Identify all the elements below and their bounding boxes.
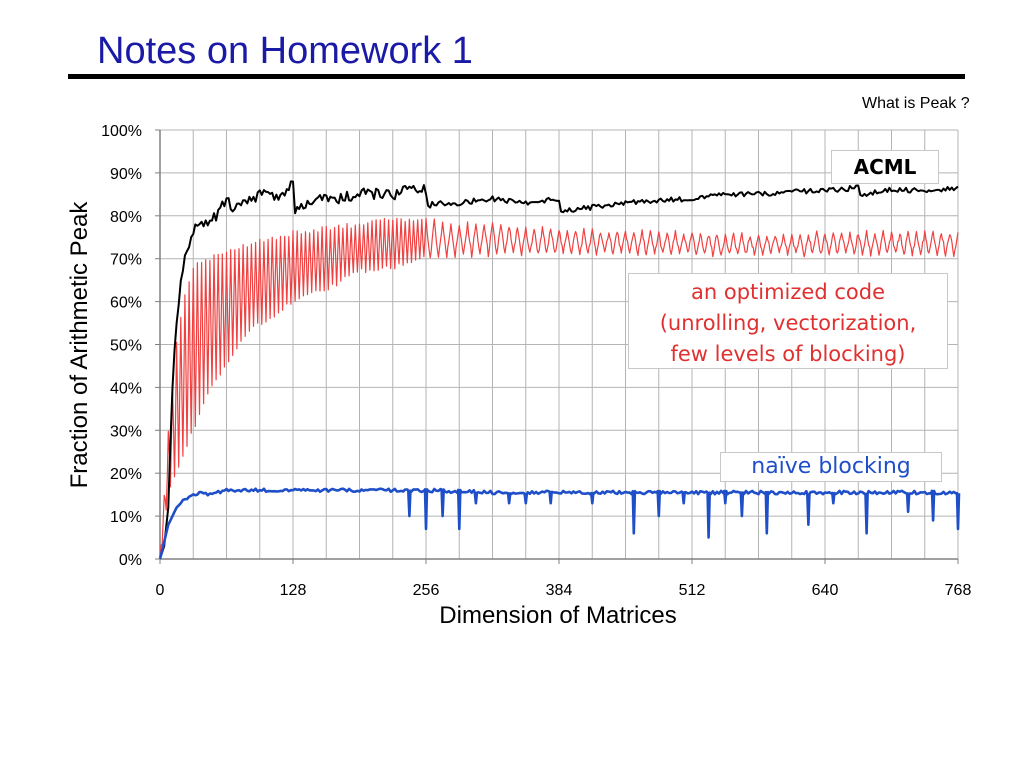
title-rule <box>68 74 965 79</box>
slide-title: Notes on Homework 1 <box>97 30 473 72</box>
x-axis-label: Dimension of Matrices <box>439 602 676 629</box>
series-naive-blocking-line <box>158 487 961 560</box>
series-acml-line <box>159 180 959 560</box>
y-tick-label: 90% <box>110 166 142 183</box>
y-tick-label: 0% <box>119 552 142 569</box>
y-tick-label: 10% <box>110 509 142 526</box>
y-tick-label: 40% <box>110 380 142 397</box>
y-tick-label: 50% <box>110 338 142 355</box>
optimized-callout-line-1: an optimized code <box>691 280 885 304</box>
chart-series <box>158 180 961 560</box>
optimized-callout-line-3: few levels of blocking) <box>670 342 906 366</box>
y-tick-label: 30% <box>110 423 142 440</box>
optimized-code-callout: an optimized code (unrolling, vectorizat… <box>628 273 948 369</box>
chart-ticks: 0% 10% 20% 30% 40% 50% 60% 70% 80% 90% 100% 0 128 256… <box>101 123 971 599</box>
x-tick-label: 640 <box>812 582 839 599</box>
x-tick-label: 0 <box>156 582 165 599</box>
x-tick-label: 384 <box>546 582 573 599</box>
y-axis-label: Fraction of Arithmetic Peak <box>66 201 93 489</box>
y-tick-label: 80% <box>110 209 142 226</box>
side-note: What is Peak ? <box>862 95 970 112</box>
y-tick-label: 70% <box>110 252 142 269</box>
y-tick-label: 20% <box>110 466 142 483</box>
series-optimized-code-line <box>159 217 959 560</box>
y-tick-label: 100% <box>101 123 142 140</box>
x-tick-label: 512 <box>679 582 706 599</box>
optimized-callout-line-2: (unrolling, vectorization, <box>659 311 917 335</box>
naive-blocking-callout: naïve blocking <box>720 452 942 482</box>
y-tick-label: 60% <box>110 295 142 312</box>
x-tick-label: 256 <box>413 582 440 599</box>
acml-callout: ACML <box>831 150 939 184</box>
x-tick-label: 768 <box>945 582 972 599</box>
x-tick-label: 128 <box>280 582 307 599</box>
